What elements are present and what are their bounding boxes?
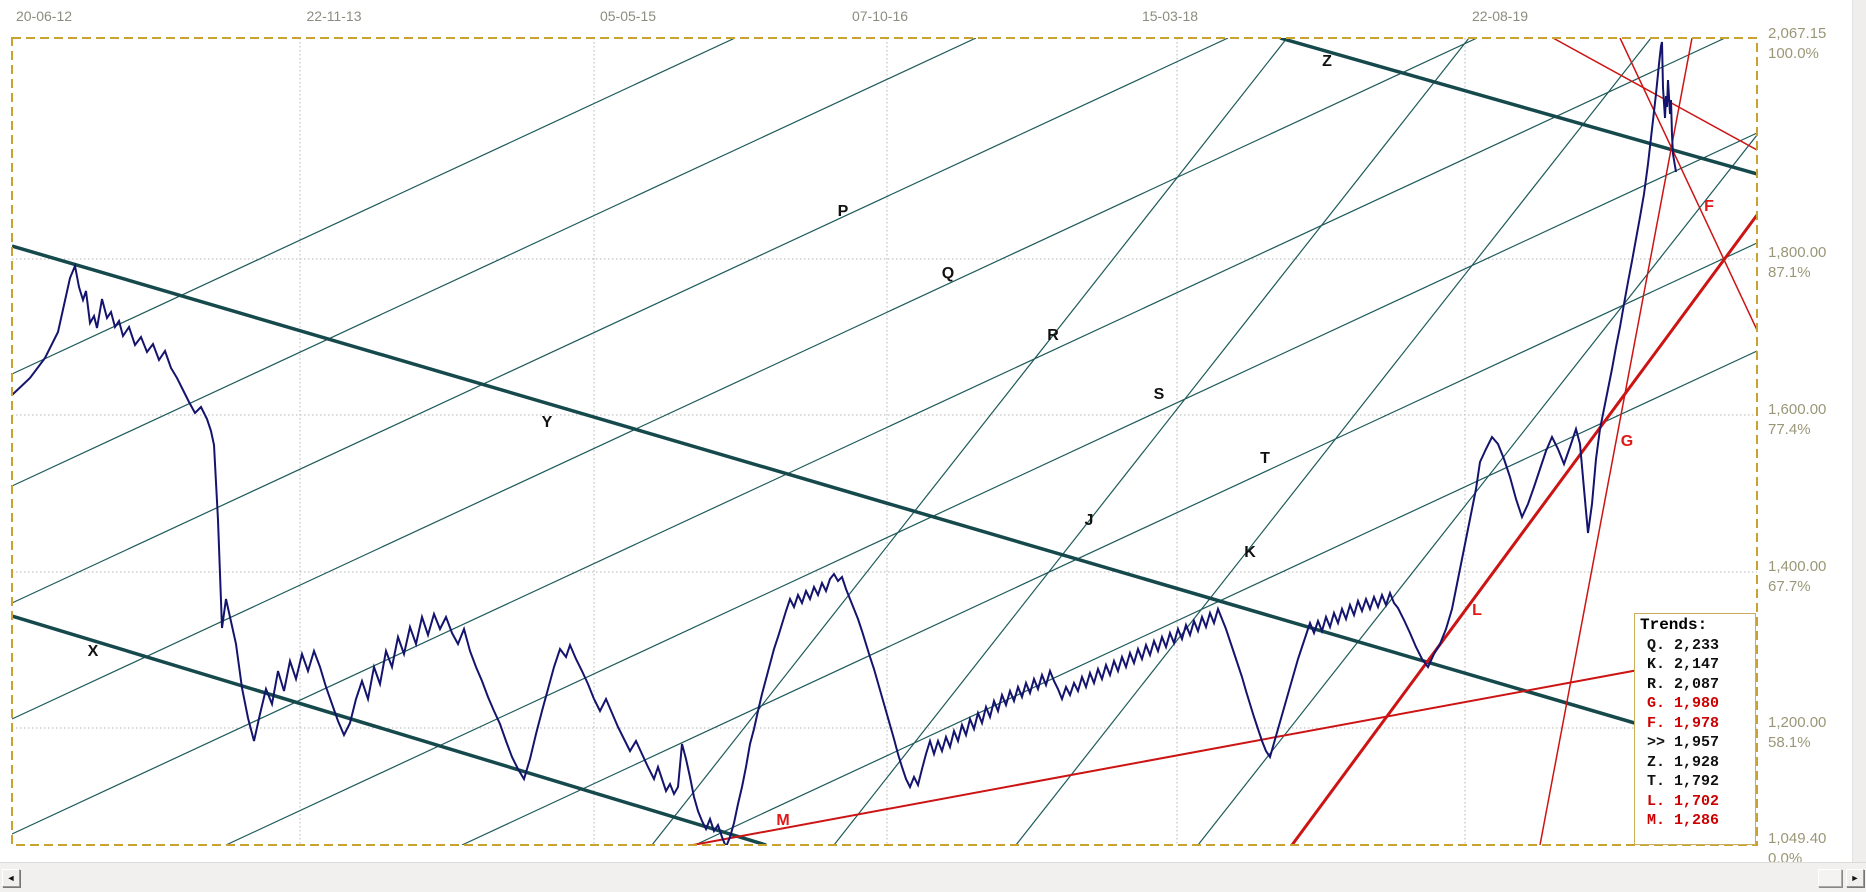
trend-value-F: F. 1,978 (1647, 714, 1720, 732)
trend-value-R: R. 2,087 (1647, 675, 1720, 693)
y-axis-price-low: 1,049.40 (1768, 830, 1827, 847)
trendline-label-S: S (1153, 386, 1165, 403)
trendline-label-J: J (1084, 512, 1094, 529)
trend-value-current: >> 1,957 (1647, 734, 1720, 751)
y-axis-price-1200: 1,200.00 (1768, 714, 1827, 731)
trend-line-M (692, 647, 1757, 845)
right-arrow-icon: ► (1850, 873, 1860, 883)
trendline-label-F: F (1704, 198, 1714, 215)
trendline-label-Q: Q (941, 265, 955, 282)
trend-line-L (1290, 214, 1757, 845)
trend-value-Z: Z. 1,928 (1647, 753, 1720, 771)
right-edge-gutter (1852, 0, 1866, 862)
trend-line-T (461, 242, 1757, 845)
trend-value-M: M. 1,286 (1647, 812, 1720, 829)
trend-line-u7 (694, 350, 1757, 845)
plot-area-dashed-border (11, 37, 1758, 846)
trend-line-Y (12, 244, 1757, 761)
trend-line-J (833, 38, 1470, 845)
trends-legend-title: Trends: (1640, 616, 1708, 634)
price-chart-plot-area[interactable] (0, 0, 1866, 862)
trend-line-u1 (12, 38, 977, 487)
y-axis-price-100pct: 2,067.15 (1768, 25, 1827, 42)
trendline-label-R: R (1047, 327, 1059, 344)
x-axis-date-3: 05-05-15 (599, 8, 657, 24)
price-series-line (12, 41, 1677, 845)
trend-line-Q (12, 38, 1478, 720)
trend-value-T: T. 1,792 (1647, 773, 1720, 790)
y-axis-price-1400: 1,400.00 (1768, 558, 1827, 575)
horizontal-scrollbar[interactable]: ◄ ► (0, 862, 1866, 892)
left-arrow-icon: ◄ (6, 873, 16, 883)
x-axis-date-6: 22-08-19 (1471, 8, 1529, 24)
trendline-label-T: T (1260, 450, 1270, 467)
y-axis-pct-100: 100.0% (1768, 45, 1819, 62)
y-axis-pct-677: 67.7% (1768, 578, 1811, 595)
trendline-label-Z: Z (1322, 53, 1332, 70)
trendline-label-K: K (1244, 544, 1256, 561)
trendline-label-Y: Y (541, 414, 553, 431)
x-axis-date-1: 20-06-12 (15, 8, 73, 24)
trendline-label-P: P (837, 203, 849, 220)
trend-line-Z (1279, 38, 1757, 176)
trendline-label-M: M (776, 812, 790, 829)
trends-legend-panel: Trends: Q. 2,233 K. 2,147 R. 2,087 G. 1,… (1634, 613, 1756, 845)
y-axis-price-1800: 1,800.00 (1768, 244, 1827, 261)
scroll-right-button[interactable]: ► (1846, 869, 1864, 887)
trend-line-K (1015, 38, 1652, 845)
trend-value-L: L. 1,702 (1647, 792, 1720, 810)
scrollbar-thumb[interactable] (1818, 869, 1842, 887)
x-axis-date-4: 07-10-16 (851, 8, 909, 24)
trendline-label-G: G (1620, 433, 1634, 450)
y-axis-pct-581: 58.1% (1768, 734, 1811, 751)
y-axis-pct-871: 87.1% (1768, 264, 1811, 281)
trend-value-K: K. 2,147 (1647, 656, 1720, 673)
trendline-label-L: L (1472, 602, 1482, 619)
trend-line-F (1619, 38, 1757, 331)
trend-line-u0 (12, 38, 736, 375)
y-axis-price-1600: 1,600.00 (1768, 401, 1827, 418)
trend-line-u11 (1197, 134, 1757, 845)
scroll-left-button[interactable]: ◄ (2, 869, 20, 887)
trendline-label-X: X (87, 643, 99, 660)
trend-line-S (225, 132, 1757, 845)
trend-value-Q: Q. 2,233 (1647, 636, 1720, 654)
trend-value-G: G. 1,980 (1647, 695, 1720, 712)
trend-line-X (12, 614, 767, 845)
y-axis-pct-774: 77.4% (1768, 421, 1811, 438)
x-axis-date-2: 22-11-13 (306, 8, 362, 24)
trend-line-G (1539, 38, 1693, 845)
x-axis-date-5: 15-03-18 (1141, 8, 1199, 24)
trend-line-P (12, 38, 1229, 604)
trend-line-R (12, 38, 1726, 835)
